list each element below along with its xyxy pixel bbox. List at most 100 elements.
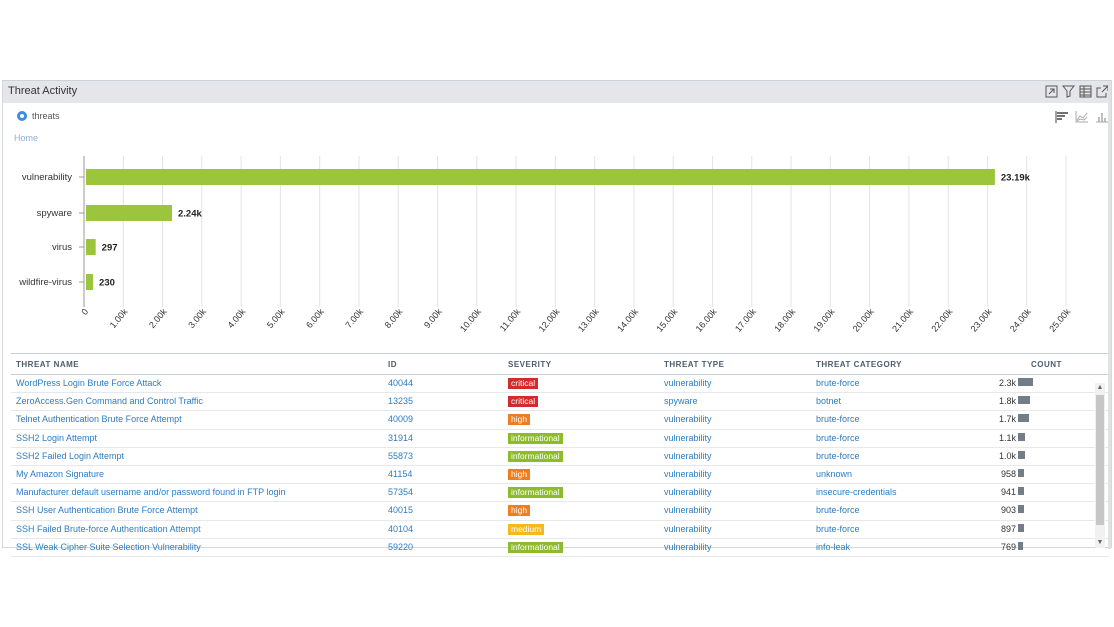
threat-type-link[interactable]: spyware [664, 396, 698, 407]
threat-category-link[interactable]: brute-force [816, 414, 860, 425]
threat-id-link[interactable]: 57354 [388, 487, 414, 498]
header-threat-category[interactable]: THREAT CATEGORY [816, 360, 903, 369]
severity-label: critical [508, 396, 539, 408]
threat-name-link[interactable]: SSL Weak Cipher Suite Selection Vulnerab… [16, 541, 201, 552]
count-value: 1.1k [998, 432, 1016, 443]
table-row[interactable]: SSL Weak Cipher Suite Selection Vulnerab… [11, 539, 1109, 557]
table-row[interactable]: SSH2 Failed Login Attempt 55873 informatio… [11, 448, 1109, 466]
severity-badge: high [508, 414, 531, 426]
severity-label: high [508, 505, 531, 517]
threat-type-link[interactable]: vulnerability [664, 414, 712, 425]
threat-category-link[interactable]: brute-force [816, 523, 860, 534]
threat-category-link[interactable]: brute-force [816, 432, 860, 443]
table-row[interactable]: My Amazon Signature 41154 high vulnerabilit… [11, 466, 1109, 485]
threat-id-link[interactable]: 41154 [388, 468, 413, 479]
threat-name-link[interactable]: My Amazon Signature [16, 468, 105, 479]
count-value: 958 [1000, 468, 1016, 479]
count-bar [1018, 450, 1025, 459]
jump-icon[interactable] [1045, 85, 1058, 98]
threat-id-link[interactable]: 55873 [388, 450, 414, 461]
scroll-down-icon[interactable]: ▼ [1096, 539, 1104, 546]
table-row[interactable]: WordPress Login Brute Force Attack 40044 c… [11, 375, 1109, 394]
threat-name-link[interactable]: SSH User Authentication Brute Force Atte… [16, 505, 198, 516]
threat-name-link[interactable]: SSH2 Failed Login Attempt [16, 450, 125, 461]
area-view-icon[interactable] [1075, 111, 1089, 123]
bar-value-label: 2.24k [178, 209, 202, 220]
x-tick-label: 2.00k [147, 306, 169, 330]
x-tick-label: 14.00k [615, 306, 640, 334]
horizontal-bar-view-icon[interactable] [1055, 111, 1069, 123]
count-value: 2.3k [998, 378, 1016, 388]
threat-id-link[interactable]: 40015 [388, 505, 414, 516]
severity-label: informational [508, 487, 563, 499]
severity-badge: high [508, 505, 531, 517]
table-view-icon[interactable] [1079, 85, 1092, 98]
severity-label: critical [508, 378, 539, 389]
threat-type-link[interactable]: vulnerability [664, 487, 712, 498]
table-row[interactable]: SSH2 Login Attempt 31914 informational vuln… [11, 430, 1109, 448]
severity-badge: critical [508, 378, 539, 389]
threat-id-link[interactable]: 40044 [388, 378, 414, 388]
threat-category-link[interactable]: unknown [816, 468, 853, 479]
threat-name-link[interactable]: Manufacturer default username and/or pas… [16, 487, 286, 498]
count-value: 941 [1000, 487, 1016, 498]
threat-type-link[interactable]: vulnerability [664, 450, 712, 461]
table-row[interactable]: Telnet Authentication Brute Force Attemp… [11, 411, 1109, 430]
x-tick-label: 23.00k [969, 306, 994, 334]
x-tick-label: 1.00k [108, 306, 130, 330]
threat-id-link[interactable]: 31914 [388, 432, 414, 443]
header-threat-name[interactable]: THREAT NAME [16, 360, 80, 369]
column-view-icon[interactable] [1095, 111, 1109, 123]
header-id[interactable]: ID [388, 360, 397, 369]
panel-edge [1108, 81, 1111, 549]
radio-selected-icon[interactable] [17, 111, 27, 121]
header-threat-type[interactable]: THREAT TYPE [664, 360, 725, 369]
category-label: virus [52, 242, 72, 253]
x-tick-label: 0 [79, 307, 90, 317]
breadcrumb-home[interactable]: Home [14, 133, 39, 143]
threat-category-link[interactable]: brute-force [816, 378, 860, 388]
threat-category-link[interactable]: insecure-credentials [816, 487, 897, 498]
filter-icon[interactable] [1062, 85, 1075, 98]
x-tick-label: 5.00k [265, 306, 287, 330]
scrollbar-thumb[interactable] [1096, 395, 1104, 525]
threat-type-link[interactable]: vulnerability [664, 505, 712, 516]
threat-id-link[interactable]: 13235 [388, 396, 414, 407]
threat-category-link[interactable]: botnet [816, 396, 842, 407]
x-tick-label: 16.00k [694, 306, 719, 334]
table-row[interactable]: SSH Failed Brute-force Authentication At… [11, 521, 1109, 539]
threat-id-link[interactable]: 59220 [388, 541, 414, 552]
header-count[interactable]: COUNT [1031, 360, 1062, 369]
x-tick-label: 10.00k [458, 306, 483, 334]
threat-activity-panel: Threat Activity threats Home 0 1.00k 2.00k… [2, 80, 1112, 557]
table-row[interactable]: Manufacturer default username and/or pas… [11, 484, 1109, 503]
threat-name-link[interactable]: ZeroAccess.Gen Command and Control Traff… [16, 396, 203, 407]
threat-type-link[interactable]: vulnerability [664, 523, 712, 534]
table-scrollbar[interactable]: ▲ ▼ [1095, 383, 1105, 548]
header-severity[interactable]: SEVERITY [508, 360, 552, 369]
x-tick-label: 13.00k [576, 306, 601, 334]
threat-name-link[interactable]: Telnet Authentication Brute Force Attemp… [16, 414, 182, 425]
scroll-up-icon[interactable]: ▲ [1096, 384, 1104, 391]
threat-name-link[interactable]: SSH2 Login Attempt [16, 432, 98, 443]
threat-id-link[interactable]: 40104 [388, 523, 414, 534]
table-row[interactable]: SSH User Authentication Brute Force Atte… [11, 502, 1109, 521]
threat-id-link[interactable]: 40009 [388, 414, 414, 425]
threats-radio-option[interactable]: threats [17, 111, 60, 121]
threat-type-link[interactable]: vulnerability [664, 541, 712, 552]
threat-name-link[interactable]: SSH Failed Brute-force Authentication At… [16, 523, 201, 534]
threat-category-link[interactable]: brute-force [816, 450, 860, 461]
category-label: wildfire-virus [18, 277, 72, 288]
bar-value-label: 23.19k [1001, 173, 1031, 184]
severity-label: medium [508, 523, 545, 535]
threat-name-link[interactable]: WordPress Login Brute Force Attack [16, 378, 162, 388]
threat-type-link[interactable]: vulnerability [664, 468, 712, 479]
x-tick-label: 18.00k [772, 306, 797, 334]
threat-category-link[interactable]: brute-force [816, 505, 860, 516]
x-tick-label: 8.00k [383, 306, 405, 330]
x-tick-label: 6.00k [304, 306, 326, 330]
threat-category-link[interactable]: info-leak [816, 541, 851, 552]
threat-type-link[interactable]: vulnerability [664, 432, 712, 443]
threat-type-link[interactable]: vulnerability [664, 378, 712, 388]
table-row[interactable]: ZeroAccess.Gen Command and Control Traff… [11, 393, 1109, 412]
